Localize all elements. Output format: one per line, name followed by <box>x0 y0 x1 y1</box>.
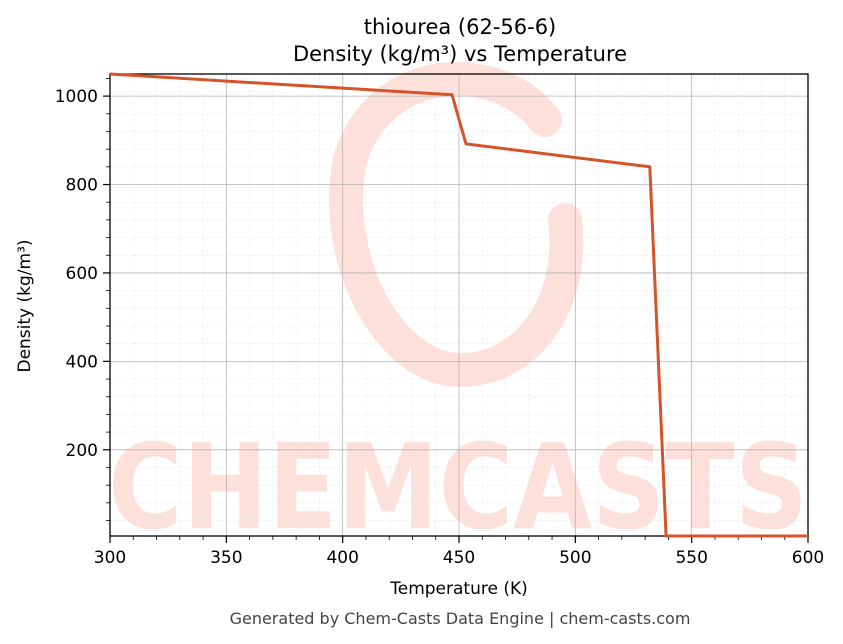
watermark-logo-arc <box>329 62 584 388</box>
x-tick-label: 300 <box>94 548 126 568</box>
series-layer <box>109 72 808 538</box>
y-tick-label: 200 <box>66 441 98 461</box>
x-axis-label: Temperature (K) <box>389 579 528 599</box>
x-tick-label: 450 <box>443 548 475 568</box>
x-tick-label: 400 <box>326 548 358 568</box>
y-tick-label: 400 <box>66 352 98 372</box>
y-tick-label: 1000 <box>55 87 98 107</box>
chart-title: thiourea (62-56-6) <box>364 15 557 39</box>
y-tick-label: 800 <box>66 176 98 196</box>
x-tick-label: 550 <box>675 548 707 568</box>
chart-subtitle: Density (kg/m³) vs Temperature <box>293 42 627 66</box>
x-tick-label: 600 <box>792 548 824 568</box>
density-series-line <box>109 72 808 538</box>
footer-credit: Generated by Chem-Casts Data Engine | ch… <box>230 609 691 628</box>
y-axis-ticks: 200 400 600 800 1000 <box>55 78 110 521</box>
x-axis-ticks: 300 350 400 450 500 550 600 <box>94 536 824 568</box>
x-tick-label: 500 <box>559 548 591 568</box>
x-tick-label: 350 <box>210 548 242 568</box>
y-tick-label: 600 <box>66 264 98 284</box>
y-axis-label: Density (kg/m³) <box>15 239 35 372</box>
